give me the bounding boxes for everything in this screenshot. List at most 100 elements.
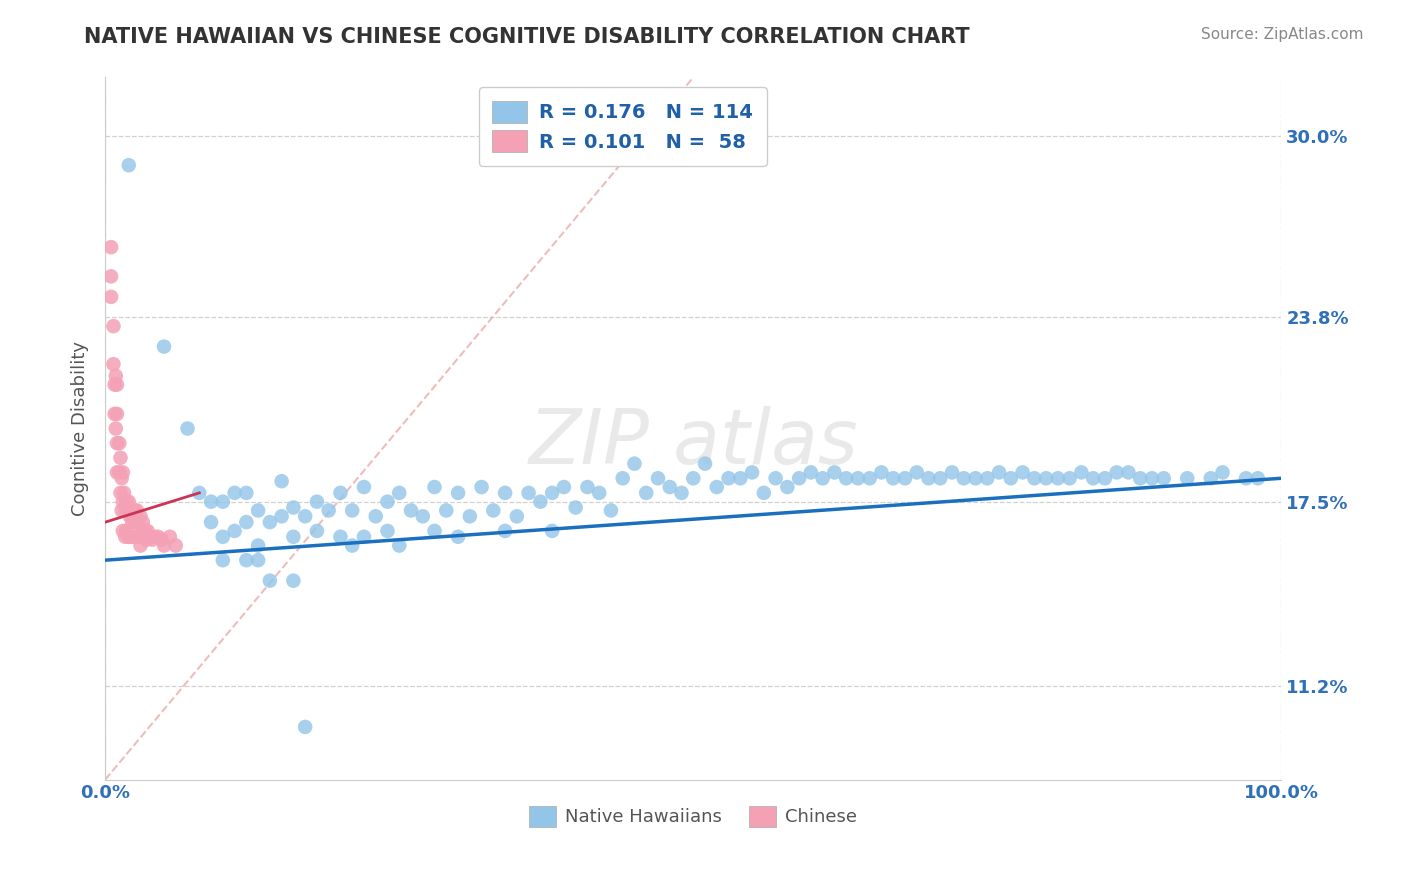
Point (120, 530, 142, 544)
Point (1105, 466, 1128, 480)
Point (482, 503, 505, 517)
Point (1199, 471, 1222, 485)
Point (1070, 466, 1092, 480)
Point (122, 509, 145, 524)
Point (105, 436, 128, 450)
Point (294, 509, 316, 524)
Point (124, 503, 146, 517)
Point (765, 471, 787, 485)
Point (103, 357, 125, 371)
Point (377, 524, 399, 538)
Point (111, 494, 134, 508)
Point (730, 471, 752, 485)
Point (111, 471, 134, 485)
Point (693, 457, 716, 471)
Point (105, 407, 128, 421)
Point (1094, 471, 1116, 485)
Point (1153, 471, 1175, 485)
Point (143, 530, 166, 544)
Point (224, 486, 246, 500)
Point (494, 524, 516, 538)
Point (136, 524, 159, 538)
Point (132, 515, 155, 529)
Point (553, 480, 575, 494)
Point (127, 515, 149, 529)
Point (305, 494, 328, 508)
Point (636, 486, 658, 500)
Point (1118, 466, 1140, 480)
Point (388, 539, 411, 553)
Point (114, 530, 136, 544)
Point (1011, 466, 1033, 480)
Point (283, 500, 305, 515)
Point (423, 480, 446, 494)
Point (118, 158, 141, 172)
Point (110, 486, 132, 500)
Point (823, 466, 845, 480)
Point (104, 421, 127, 435)
Point (447, 486, 470, 500)
Point (364, 509, 387, 524)
Point (259, 574, 281, 588)
Point (211, 530, 233, 544)
Point (200, 494, 222, 508)
Point (117, 503, 139, 517)
Point (741, 466, 763, 480)
Point (188, 486, 211, 500)
Point (588, 486, 610, 500)
Point (1000, 471, 1022, 485)
Point (1129, 471, 1152, 485)
Point (329, 486, 352, 500)
Point (1024, 471, 1046, 485)
Point (340, 539, 363, 553)
Point (1081, 471, 1104, 485)
Point (329, 530, 352, 544)
Point (176, 421, 198, 435)
Point (787, 471, 810, 485)
Point (100, 240, 122, 254)
Point (135, 533, 157, 547)
Point (105, 377, 128, 392)
Point (132, 530, 155, 544)
Point (146, 530, 169, 544)
Point (929, 471, 952, 485)
Point (283, 530, 305, 544)
Point (139, 530, 162, 544)
Point (108, 436, 131, 450)
Point (564, 500, 586, 515)
Point (471, 480, 494, 494)
Point (835, 471, 858, 485)
Point (412, 509, 434, 524)
Point (1046, 471, 1069, 485)
Point (100, 290, 122, 304)
Point (153, 340, 176, 354)
Point (1175, 471, 1198, 485)
Point (270, 474, 292, 488)
Point (353, 480, 375, 494)
Point (623, 457, 645, 471)
Point (894, 471, 917, 485)
Point (104, 368, 127, 383)
Point (283, 574, 305, 588)
Point (104, 407, 127, 421)
Point (120, 503, 142, 517)
Point (124, 530, 146, 544)
Point (318, 503, 340, 517)
Point (121, 515, 143, 529)
Point (118, 530, 141, 544)
Point (134, 524, 156, 538)
Point (671, 486, 693, 500)
Point (1140, 471, 1163, 485)
Point (129, 509, 152, 524)
Text: NATIVE HAWAIIAN VS CHINESE COGNITIVE DISABILITY CORRELATION CHART: NATIVE HAWAIIAN VS CHINESE COGNITIVE DIS… (84, 27, 970, 46)
Point (1234, 471, 1257, 485)
Point (108, 466, 131, 480)
Point (118, 509, 141, 524)
Point (752, 486, 775, 500)
Point (200, 515, 222, 529)
Point (600, 503, 623, 517)
Point (115, 524, 138, 538)
Point (129, 539, 152, 553)
Point (112, 486, 135, 500)
Point (131, 524, 153, 538)
